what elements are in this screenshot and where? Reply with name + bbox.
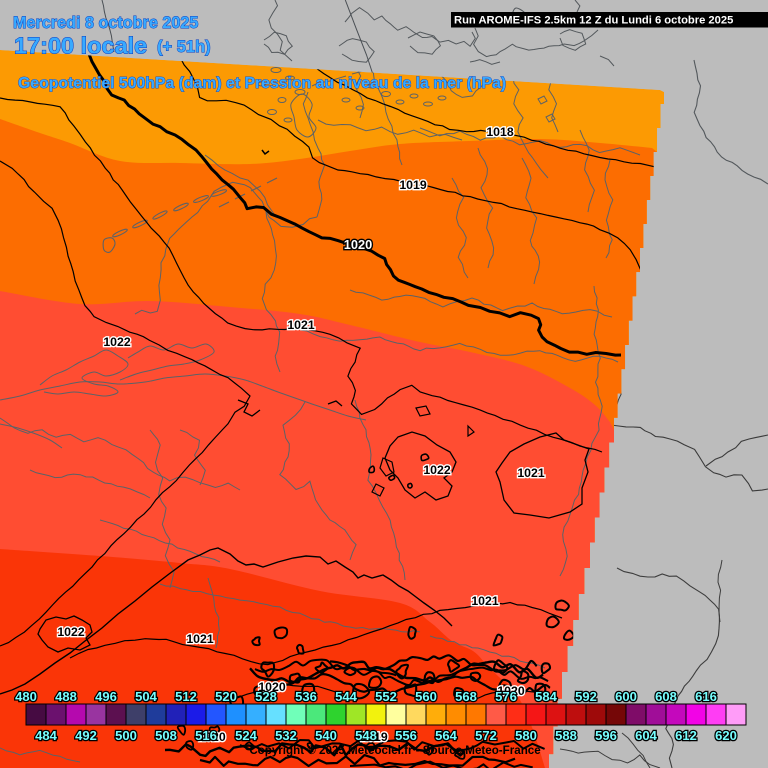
svg-text:1021: 1021 [186, 632, 214, 646]
svg-text:Geopotentiel 500hPa (dam) et P: Geopotentiel 500hPa (dam) et Pression au… [18, 75, 506, 92]
svg-text:1020: 1020 [258, 680, 286, 694]
svg-text:1019: 1019 [360, 730, 388, 744]
svg-text:536: 536 [295, 689, 317, 704]
svg-text:(+ 51h): (+ 51h) [157, 38, 211, 56]
svg-text:480: 480 [15, 689, 37, 704]
svg-text:592: 592 [575, 689, 597, 704]
svg-text:1020: 1020 [344, 237, 372, 252]
svg-text:600: 600 [615, 689, 637, 704]
svg-text:1022: 1022 [423, 463, 451, 477]
svg-text:1020: 1020 [198, 730, 226, 744]
svg-text:580: 580 [515, 728, 537, 743]
svg-text:552: 552 [375, 689, 397, 704]
svg-text:564: 564 [435, 728, 457, 743]
svg-text:1021: 1021 [471, 594, 499, 608]
svg-text:620: 620 [715, 728, 737, 743]
svg-text:608: 608 [655, 689, 677, 704]
svg-text:17:00 locale: 17:00 locale [14, 33, 147, 59]
svg-text:540: 540 [315, 728, 337, 743]
svg-text:584: 584 [535, 689, 557, 704]
svg-text:612: 612 [675, 728, 697, 743]
svg-text:516: 516 [195, 728, 217, 743]
svg-text:Mercredi 8 octobre 2025: Mercredi 8 octobre 2025 [13, 14, 198, 32]
svg-text:596: 596 [595, 728, 617, 743]
svg-text:1021: 1021 [287, 318, 315, 332]
svg-text:1019: 1019 [399, 178, 427, 192]
svg-text:512: 512 [175, 689, 197, 704]
svg-text:1020: 1020 [497, 684, 525, 698]
svg-text:Copyright © 2025 Meteociel.fr: Copyright © 2025 Meteociel.fr - Source M… [249, 744, 541, 757]
svg-text:544: 544 [335, 689, 357, 704]
svg-text:508: 508 [155, 728, 177, 743]
svg-text:496: 496 [95, 689, 117, 704]
svg-text:500: 500 [115, 728, 137, 743]
svg-text:484: 484 [35, 728, 57, 743]
svg-text:548: 548 [355, 728, 377, 743]
svg-text:576: 576 [495, 689, 517, 704]
svg-text:520: 520 [215, 689, 237, 704]
svg-text:588: 588 [555, 728, 577, 743]
svg-text:556: 556 [395, 728, 417, 743]
svg-text:504: 504 [135, 689, 157, 704]
svg-text:572: 572 [475, 728, 497, 743]
svg-text:492: 492 [75, 728, 97, 743]
svg-text:488: 488 [55, 689, 77, 704]
svg-text:604: 604 [635, 728, 657, 743]
svg-text:1018: 1018 [486, 125, 514, 139]
svg-text:616: 616 [695, 689, 717, 704]
svg-text:1022: 1022 [103, 335, 131, 349]
svg-text:Run AROME-IFS 2.5km 12 Z du Lu: Run AROME-IFS 2.5km 12 Z du Lundi 6 octo… [454, 15, 733, 27]
svg-text:560: 560 [415, 689, 437, 704]
svg-text:568: 568 [455, 689, 477, 704]
svg-text:1022: 1022 [57, 625, 85, 639]
svg-text:528: 528 [255, 689, 277, 704]
svg-text:532: 532 [275, 728, 297, 743]
svg-text:524: 524 [235, 728, 257, 743]
svg-text:1021: 1021 [517, 466, 545, 480]
